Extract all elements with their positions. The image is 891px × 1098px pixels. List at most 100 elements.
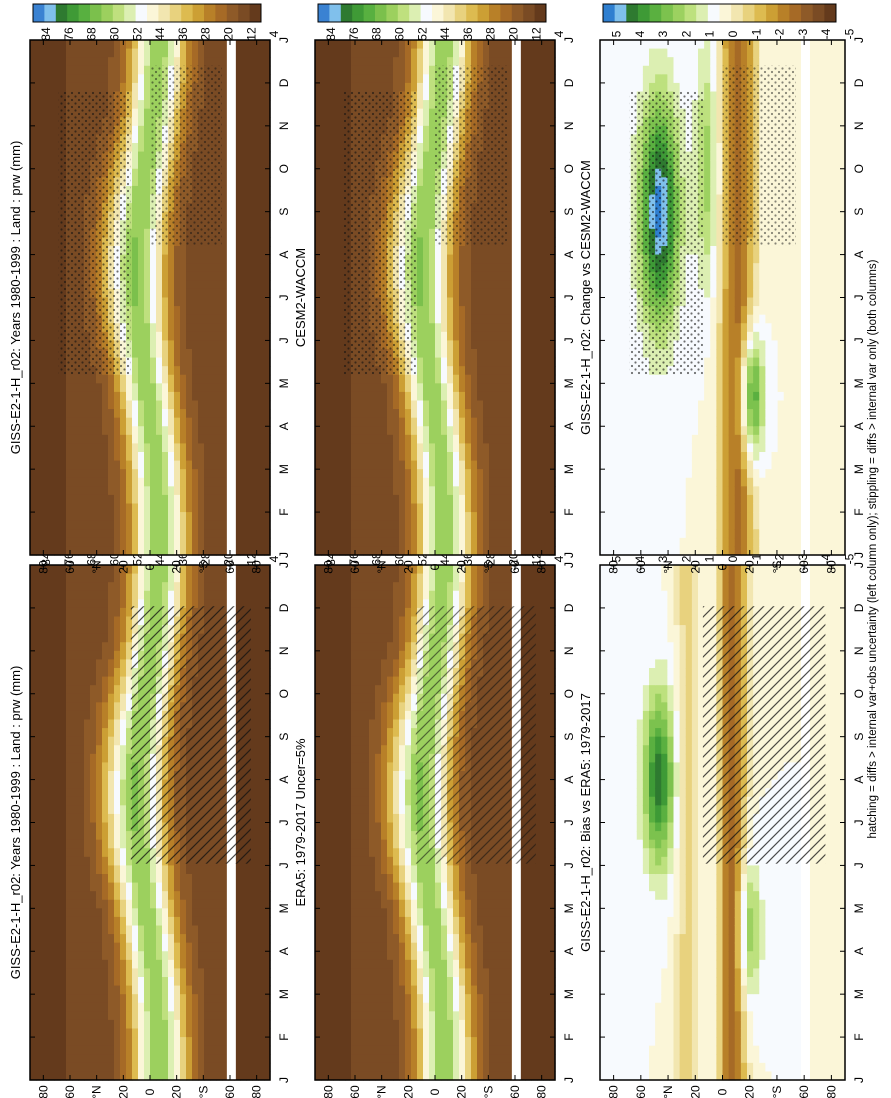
heatmap-cell xyxy=(489,1002,496,1012)
heatmap-cell xyxy=(411,719,418,729)
heatmap-cell xyxy=(84,968,91,978)
heatmap-cell xyxy=(489,942,496,952)
heatmap-cell xyxy=(96,813,103,824)
heatmap-cell xyxy=(90,985,97,995)
heatmap-cell xyxy=(264,685,271,695)
heatmap-cell xyxy=(36,685,43,695)
heatmap-cell xyxy=(525,934,532,944)
heatmap-cell xyxy=(168,1028,175,1038)
heatmap-cell xyxy=(537,728,544,738)
heatmap-cell xyxy=(186,959,193,970)
heatmap-cell xyxy=(321,659,328,669)
heatmap-cell xyxy=(132,1062,139,1073)
heatmap-cell xyxy=(216,874,223,884)
heatmap-cell xyxy=(198,977,205,987)
heatmap-cell xyxy=(411,685,418,695)
heatmap-cell xyxy=(315,582,322,592)
heatmap-cell xyxy=(120,753,127,764)
heatmap-cell xyxy=(333,779,340,789)
heatmap-cell xyxy=(477,899,484,909)
heatmap-cell xyxy=(102,685,109,695)
heatmap-cell xyxy=(387,745,394,755)
heatmap-cell xyxy=(156,590,163,600)
heatmap-cell xyxy=(84,874,91,884)
heatmap-cell xyxy=(489,977,496,987)
x-tick-label: M xyxy=(562,989,576,999)
heatmap-cell xyxy=(399,1054,406,1064)
heatmap-cell xyxy=(66,977,73,987)
heatmap-cell xyxy=(204,916,211,927)
heatmap-cell xyxy=(90,650,97,661)
heatmap-cell xyxy=(483,1028,490,1038)
heatmap-cell xyxy=(60,633,67,643)
heatmap-cell xyxy=(537,848,544,858)
heatmap-cell xyxy=(42,977,49,987)
heatmap-cell xyxy=(84,659,91,669)
heatmap-cell xyxy=(315,728,322,738)
heatmap-cell xyxy=(126,899,133,909)
heatmap-cell xyxy=(333,934,340,944)
heatmap-cell xyxy=(198,908,205,918)
heatmap-cell xyxy=(174,599,181,609)
heatmap-cell xyxy=(357,951,364,961)
heatmap-cell xyxy=(537,719,544,729)
heatmap-cell xyxy=(120,607,127,618)
heatmap-cell xyxy=(126,959,133,970)
heatmap-cell xyxy=(222,590,229,600)
heatmap-cell xyxy=(537,650,544,661)
heatmap-cell xyxy=(429,1054,436,1064)
heatmap-cell xyxy=(321,642,328,652)
heatmap-cell xyxy=(90,916,97,927)
heatmap-cell xyxy=(30,942,37,952)
heatmap-cell xyxy=(102,985,109,995)
heatmap-cell xyxy=(168,925,175,935)
heatmap-cell xyxy=(132,582,139,592)
heatmap-cell xyxy=(387,805,394,815)
heatmap-cell xyxy=(333,916,340,927)
heatmap-cell xyxy=(543,1045,550,1055)
heatmap-cell xyxy=(36,1011,43,1021)
heatmap-cell xyxy=(363,1071,370,1081)
heatmap-cell xyxy=(417,1062,424,1073)
heatmap-cell xyxy=(351,959,358,970)
heatmap-cell xyxy=(198,994,205,1004)
heatmap-cell xyxy=(345,659,352,669)
heatmap-cell xyxy=(108,959,115,970)
heatmap-cell xyxy=(327,668,334,678)
heatmap-cell xyxy=(363,633,370,643)
heatmap-cell xyxy=(471,1002,478,1012)
heatmap-cell xyxy=(126,1062,133,1073)
heatmap-cell xyxy=(264,693,271,703)
heatmap-cell xyxy=(465,1019,472,1030)
heatmap-cell xyxy=(489,582,496,592)
heatmap-cell xyxy=(369,659,376,669)
heatmap-cell xyxy=(447,1019,454,1030)
heatmap-cell xyxy=(333,796,340,806)
heatmap-cell xyxy=(78,573,85,583)
heatmap-cell xyxy=(399,865,406,875)
heatmap-cell xyxy=(531,565,538,575)
heatmap-cell xyxy=(600,771,607,781)
heatmap-cell xyxy=(507,908,514,918)
heatmap-cell xyxy=(258,891,265,901)
heatmap-cell xyxy=(357,899,364,909)
heatmap-cell xyxy=(132,565,139,575)
heatmap-cell xyxy=(327,882,334,892)
heatmap-cell xyxy=(30,771,37,781)
heatmap-cell xyxy=(369,1011,376,1021)
heatmap-cell xyxy=(345,891,352,901)
heatmap-cell xyxy=(192,1045,199,1055)
heatmap-cell xyxy=(258,642,265,652)
heatmap-cell xyxy=(423,565,430,575)
heatmap-cell xyxy=(381,762,388,772)
heatmap-cell xyxy=(333,685,340,695)
heatmap-cell xyxy=(321,710,328,721)
heatmap-cell xyxy=(108,1011,115,1021)
heatmap-cell xyxy=(477,1037,484,1047)
heatmap-cell xyxy=(114,565,121,575)
heatmap-cell xyxy=(48,736,55,746)
heatmap-cell xyxy=(186,891,193,901)
heatmap-cell xyxy=(411,805,418,815)
heatmap-cell xyxy=(96,1037,103,1047)
heatmap-cell xyxy=(501,916,508,927)
